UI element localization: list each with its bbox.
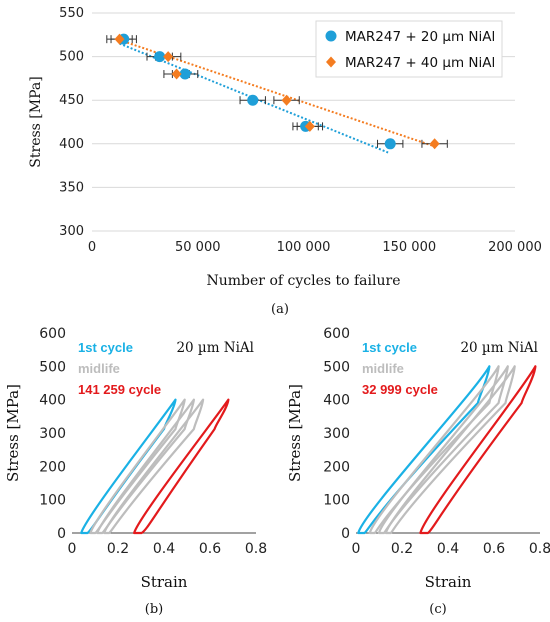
ytick-c-100: 100 [323, 493, 350, 509]
xtick-a-2: 100 000 [277, 240, 331, 255]
ytick-b-300: 300 [39, 426, 66, 442]
loop-c-4 [419, 365, 537, 535]
xtick-a-0: 0 [88, 240, 96, 255]
ytick-a-500: 500 [59, 50, 84, 65]
point-a-1-0 [114, 33, 125, 45]
xtick-b-4: 0.8 [245, 541, 267, 557]
ytick-a-550: 550 [59, 6, 84, 21]
ylabel-b: Stress [MPa] [4, 384, 22, 482]
label-last-b: 141 259 cycle [78, 382, 161, 397]
ylabel-c: Stress [MPa] [286, 384, 304, 482]
loop-c-3 [384, 365, 516, 535]
ytick-c-600: 600 [323, 326, 350, 342]
xtick-a-1: 50 000 [175, 240, 221, 255]
point-a-1-1 [163, 51, 174, 63]
ylabel-a: Stress [MPa] [28, 76, 44, 167]
ytick-c-300: 300 [323, 426, 350, 442]
ytick-b-400: 400 [39, 393, 66, 409]
ytick-b-600: 600 [39, 326, 66, 342]
xtick-b-0: 0 [68, 541, 77, 557]
legend-a: MAR247 + 20 µm NiAl MAR247 + 40 µm NiAl [315, 20, 503, 78]
label-mid-c: midlife [362, 361, 404, 376]
legend-box-a [315, 20, 503, 78]
point-a-1-3 [281, 94, 292, 106]
legend-marker-a-1 [326, 56, 336, 68]
point-a-1-2 [171, 68, 182, 80]
chart-a: 300 350 400 450 500 550 0 50 000 100 000 150 000 2… [28, 6, 542, 317]
chart-c: 0 100 200 300 400 500 600 0 0.2 0.4 0.6 0.8 Strain St… [286, 326, 550, 617]
ytick-a-350: 350 [59, 180, 84, 195]
ytick-b-200: 200 [39, 459, 66, 475]
ytick-c-200: 200 [323, 459, 350, 475]
xtick-b-1: 0.2 [107, 541, 129, 557]
label-mid-b: midlife [78, 361, 120, 376]
legend-label-a-0: MAR247 + 20 µm NiAl [345, 29, 495, 45]
ytick-b-500: 500 [39, 359, 66, 375]
legend-label-a-1: MAR247 + 40 µm NiAl [345, 55, 495, 71]
caption-b: (b) [145, 602, 163, 617]
ytick-a-300: 300 [59, 224, 84, 239]
legend-marker-a-0 [325, 30, 337, 42]
point-a-1-4 [304, 120, 315, 132]
xtick-a-4: 200 000 [488, 240, 542, 255]
point-a-0-1 [154, 51, 166, 63]
ytick-a-450: 450 [59, 93, 84, 108]
xtick-a-3: 150 000 [382, 240, 436, 255]
point-a-0-5 [384, 138, 396, 150]
xtick-b-3: 0.6 [199, 541, 221, 557]
xtick-b-2: 0.4 [153, 541, 175, 557]
point-a-0-3 [247, 94, 259, 106]
xtick-c-4: 0.8 [529, 541, 550, 557]
xtick-c-1: 0.2 [391, 541, 413, 557]
point-a-0-2 [179, 68, 191, 80]
annotation-b: 20 µm NiAl [176, 340, 254, 356]
xtick-c-3: 0.6 [483, 541, 505, 557]
xtick-c-2: 0.4 [437, 541, 459, 557]
ytick-b-100: 100 [39, 493, 66, 509]
chart-b: 0 100 200 300 400 500 600 0 0.2 0.4 0.6 0.8 Strain St… [4, 326, 267, 617]
xtick-c-0: 0 [352, 541, 361, 557]
ytick-c-500: 500 [323, 359, 350, 375]
loop-b-1 [89, 398, 186, 535]
caption-c: (c) [429, 602, 446, 617]
ytick-c-0: 0 [341, 526, 350, 542]
loop-b-3 [103, 398, 205, 535]
trendline-a-1 [119, 39, 435, 148]
ytick-b-0: 0 [57, 526, 66, 542]
xlabel-a: Number of cycles to failure [207, 273, 401, 289]
point-a-1-5 [429, 138, 440, 150]
label-first-b: 1st cycle [78, 340, 133, 355]
ytick-c-400: 400 [323, 393, 350, 409]
label-first-c: 1st cycle [362, 340, 417, 355]
ytick-a-400: 400 [59, 137, 84, 152]
xlabel-c: Strain [425, 573, 472, 591]
loop-b-4 [133, 398, 230, 535]
label-last-c: 32 999 cycle [362, 382, 438, 397]
xlabel-b: Strain [141, 573, 188, 591]
caption-a: (a) [271, 302, 289, 317]
annotation-c: 20 µm NiAl [460, 340, 538, 356]
